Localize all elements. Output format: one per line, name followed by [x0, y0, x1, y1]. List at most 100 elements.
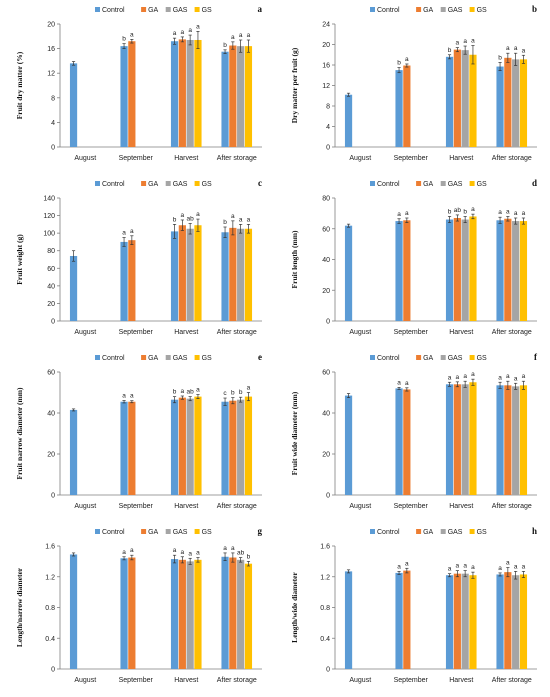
- bar-gs: [519, 574, 528, 669]
- y-tick-label: 40: [47, 283, 55, 290]
- bar-control: [69, 409, 78, 495]
- legend-label-gs: GS: [202, 181, 212, 188]
- bar-gs: [244, 396, 253, 495]
- bar-ga: [128, 401, 136, 495]
- category-label: August: [74, 503, 96, 510]
- bar-gs: [244, 228, 253, 321]
- category-label: September: [394, 677, 429, 684]
- significance-letter: a: [122, 392, 126, 399]
- legend-swatch-ga: [416, 355, 422, 360]
- error-bar: [447, 216, 452, 223]
- legend: Control GA GAS GS: [370, 355, 487, 362]
- panel-letter: b: [532, 4, 537, 14]
- y-tick-label: 40: [322, 257, 330, 264]
- legend-label-gas: GAS: [173, 181, 188, 188]
- error-bar: [498, 62, 502, 71]
- error-bar: [188, 223, 192, 235]
- legend-swatch-control: [95, 355, 100, 360]
- significance-letter: a: [188, 27, 192, 34]
- bar-control: [120, 241, 128, 321]
- error-bar: [521, 571, 526, 578]
- significance-letter: a: [181, 212, 185, 219]
- legend-swatch-gas: [440, 529, 446, 534]
- category-label: Harvest: [449, 329, 473, 336]
- bar-control: [170, 231, 179, 321]
- y-tick-label: 80: [47, 248, 55, 255]
- category-label: After storage: [217, 329, 257, 336]
- error-bar: [514, 382, 518, 390]
- y-tick-label: 1.6: [45, 544, 55, 551]
- bar-control: [221, 401, 229, 495]
- category-label: August: [74, 677, 96, 684]
- legend-label-gs: GS: [202, 355, 212, 362]
- error-bar: [506, 567, 510, 578]
- significance-letter: a: [130, 393, 134, 400]
- legend-label-ga: GA: [148, 529, 158, 536]
- category-label: Harvest: [174, 155, 198, 162]
- legend-swatch-ga: [416, 181, 422, 186]
- error-bar: [471, 45, 475, 65]
- bar-control: [395, 70, 403, 147]
- significance-letter: a: [122, 230, 126, 237]
- significance-letter: a: [522, 47, 526, 54]
- legend-swatch-control: [95, 529, 100, 534]
- legend: Control GA GAS GS: [95, 181, 212, 188]
- error-bar: [196, 394, 200, 400]
- bar-gs: [244, 46, 253, 147]
- legend: Control GA GAS GS: [95, 529, 212, 536]
- category-label: After storage: [492, 677, 532, 684]
- y-axis-label: Fruit dry matter (%): [15, 51, 24, 119]
- significance-letter: a: [405, 560, 409, 567]
- bar-control: [120, 401, 128, 495]
- legend-label-control: Control: [102, 529, 125, 536]
- error-bar: [71, 61, 76, 66]
- category-label: After storage: [217, 503, 257, 510]
- bar-gs: [519, 221, 528, 321]
- error-bar: [246, 39, 251, 53]
- chart-panel-d: Control GA GAS GS d Fruit length (mm) 0 20 40 60 8…: [275, 174, 550, 348]
- error-bar: [130, 235, 134, 245]
- error-bar: [447, 573, 452, 578]
- significance-letter: a: [223, 545, 227, 552]
- error-bar: [130, 554, 134, 561]
- category-label: After storage: [217, 155, 257, 162]
- legend-swatch-control: [370, 355, 375, 360]
- bar-ga: [453, 217, 461, 321]
- significance-letter: a: [471, 206, 475, 213]
- error-bar: [180, 556, 184, 564]
- significance-letter: a: [181, 29, 185, 36]
- category-label: Harvest: [174, 503, 198, 510]
- error-bar: [471, 378, 475, 386]
- bar-ga: [403, 389, 411, 495]
- error-bar: [239, 39, 243, 53]
- significance-letter: a: [231, 34, 235, 41]
- legend-label-control: Control: [377, 355, 400, 362]
- bar-gs: [469, 575, 477, 669]
- error-bar: [346, 92, 351, 97]
- legend-label-gs: GS: [202, 529, 212, 536]
- bar-ga: [504, 218, 512, 321]
- significance-letter: a: [471, 38, 475, 45]
- legend-label-gs: GS: [477, 181, 487, 188]
- category-label: August: [349, 155, 371, 162]
- y-tick-label: 60: [322, 226, 330, 233]
- error-bar: [239, 224, 243, 234]
- legend-label-ga: GA: [148, 181, 158, 188]
- error-bar: [405, 217, 409, 223]
- legend-swatch-gas: [165, 529, 171, 534]
- significance-letter: b: [397, 60, 401, 67]
- legend-swatch-control: [370, 7, 375, 12]
- error-bar: [188, 557, 192, 565]
- legend: Control GA GAS GS: [370, 181, 487, 188]
- y-tick-label: 0: [326, 667, 330, 674]
- bar-gas: [512, 386, 520, 495]
- significance-letter: b: [239, 389, 243, 396]
- significance-letter: a: [514, 563, 518, 570]
- legend-swatch-gs: [194, 355, 200, 360]
- y-tick-label: 1.2: [320, 574, 330, 581]
- error-bar: [188, 34, 192, 46]
- legend-label-gas: GAS: [173, 7, 188, 14]
- legend-swatch-gas: [440, 7, 446, 12]
- bar-control: [496, 220, 504, 321]
- y-tick-label: 0: [326, 493, 330, 500]
